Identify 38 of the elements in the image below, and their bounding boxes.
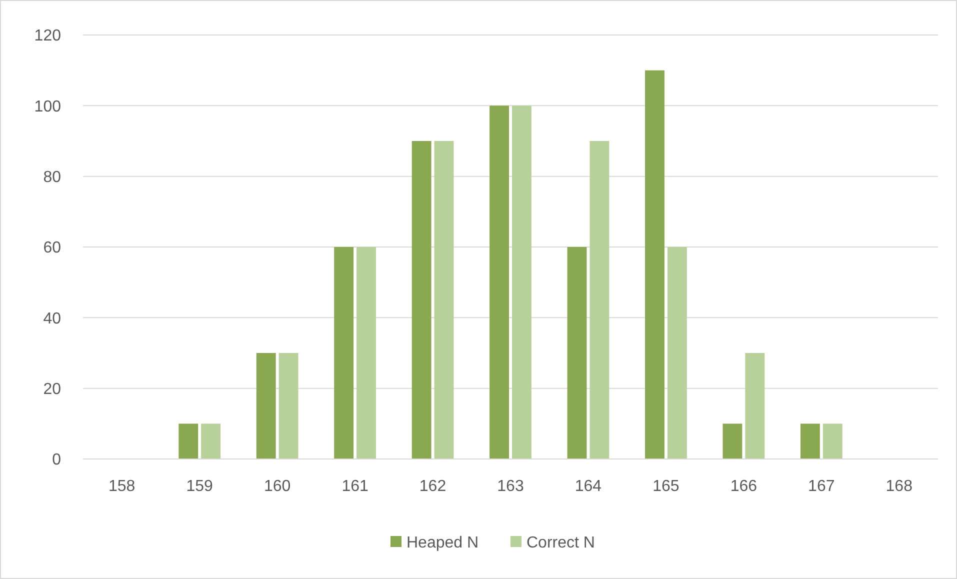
x-tick-label: 163 (497, 478, 524, 495)
bar (722, 424, 742, 459)
bar (434, 141, 454, 459)
bar (334, 247, 354, 459)
bar (822, 424, 842, 459)
bar (356, 247, 376, 459)
bar (256, 353, 276, 459)
x-tick-label: 159 (186, 478, 214, 495)
y-tick-label: 40 (43, 310, 62, 328)
bar (567, 247, 587, 459)
y-tick-label: 20 (43, 380, 62, 398)
x-tick-label: 162 (419, 478, 446, 495)
y-tick-label: 80 (43, 168, 62, 186)
x-tick-label: 158 (108, 478, 136, 495)
x-tick-label: 168 (886, 478, 913, 495)
bar (278, 353, 298, 459)
x-tick-label: 160 (264, 478, 291, 495)
bar (745, 353, 765, 459)
legend-label: Correct N (526, 534, 595, 552)
y-tick-label: 60 (43, 240, 62, 257)
bar (490, 106, 509, 459)
y-tick-label: 100 (34, 98, 62, 116)
bar (800, 424, 820, 459)
x-tick-label: 165 (652, 478, 680, 495)
bar (201, 424, 221, 459)
bar (512, 106, 532, 459)
x-tick-label: 166 (730, 478, 758, 495)
y-tick-label: 0 (52, 452, 62, 469)
bar (178, 424, 198, 459)
bar (645, 70, 664, 459)
bar (590, 141, 610, 459)
x-tick-label: 164 (574, 478, 602, 495)
bar (412, 141, 432, 459)
x-tick-label: 161 (342, 478, 368, 495)
bar (667, 247, 687, 459)
x-tick-label: 167 (808, 478, 835, 495)
y-tick-label: 120 (34, 28, 62, 45)
legend-label: Heaped N (406, 534, 479, 552)
